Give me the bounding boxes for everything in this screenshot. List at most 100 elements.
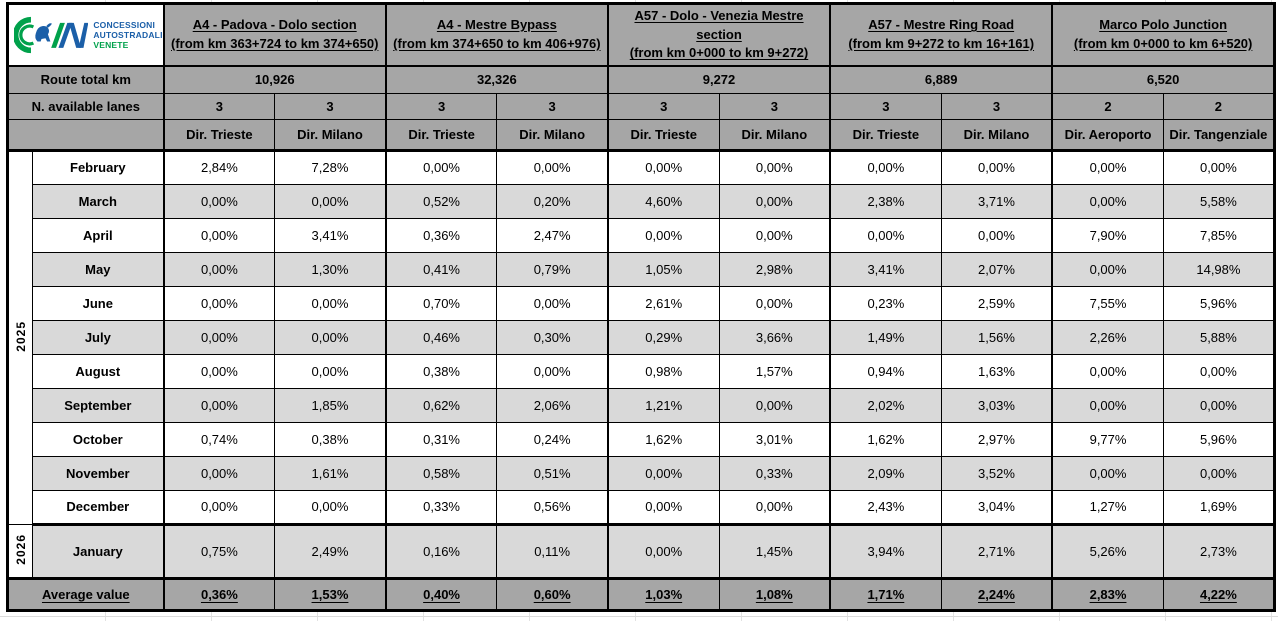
value-cell: 0,00%	[718, 183, 831, 219]
value-cell: 5,58%	[1162, 183, 1276, 219]
value-cell: 0,38%	[384, 353, 498, 389]
value-cell: 0,33%	[384, 489, 498, 526]
value-cell: 0,24%	[496, 421, 609, 457]
month-row: September 0,00% 1,85% 0,62% 2,06% 1,21% …	[8, 387, 1276, 423]
value-cell: 0,51%	[496, 455, 609, 491]
value-cell: 3,71%	[940, 183, 1053, 219]
value-cell: 0,00%	[496, 285, 609, 321]
logo-cell: CONCESSIONI AUTOSTRADALI VENETE	[6, 3, 165, 67]
value-cell: 1,57%	[718, 353, 831, 389]
value-cell: 0,98%	[606, 353, 720, 389]
value-cell: 0,00%	[718, 285, 831, 321]
value-cell: 2,49%	[274, 523, 387, 580]
directions-row: Dir. Trieste Dir. Milano Dir. Trieste Di…	[6, 118, 1276, 152]
average-value: 1,08%	[718, 577, 831, 611]
lanes-value: 2	[1162, 92, 1276, 120]
value-cell: 3,41%	[829, 251, 942, 287]
value-cell: 0,00%	[162, 387, 276, 423]
value-cell: 0,00%	[162, 183, 276, 219]
value-cell: 0,00%	[274, 183, 387, 219]
value-cell: 0,00%	[940, 149, 1053, 185]
month-label: February	[32, 149, 165, 185]
direction-header: Dir. Aeroporto	[1051, 118, 1164, 152]
month-row: June 0,00% 0,00% 0,70% 0,00% 2,61% 0,00%…	[8, 285, 1276, 321]
value-cell: 3,52%	[940, 455, 1053, 491]
value-cell: 1,85%	[274, 387, 387, 423]
value-cell: 0,00%	[496, 353, 609, 389]
route-total-value: 10,926	[162, 65, 387, 94]
value-cell: 0,00%	[718, 217, 831, 253]
value-cell: 5,96%	[1162, 421, 1276, 457]
value-cell: 0,20%	[496, 183, 609, 219]
value-cell: 0,52%	[384, 183, 498, 219]
value-cell: 4,60%	[606, 183, 720, 219]
average-value: 0,36%	[162, 577, 276, 611]
average-value: 0,60%	[496, 577, 609, 611]
value-cell: 5,96%	[1162, 285, 1276, 321]
direction-header: Dir. Milano	[940, 118, 1053, 152]
month-row: April 0,00% 3,41% 0,36% 2,47% 0,00% 0,00…	[8, 217, 1276, 253]
value-cell: 2,09%	[829, 455, 942, 491]
section-title: Marco Polo Junction	[1099, 17, 1228, 33]
value-cell: 0,62%	[384, 387, 498, 423]
section-title: A57 - Mestre Ring Road	[868, 17, 1015, 33]
month-row: December 0,00% 0,00% 0,33% 0,56% 0,00% 0…	[8, 489, 1276, 526]
average-value: 1,53%	[274, 577, 387, 611]
value-cell: 0,00%	[162, 353, 276, 389]
value-cell: 0,00%	[1051, 251, 1164, 287]
value-cell: 0,11%	[496, 523, 609, 580]
logo-line-2: AUTOSTRADALI	[93, 29, 163, 40]
value-cell: 7,90%	[1051, 217, 1164, 253]
average-value: 2,24%	[940, 577, 1053, 611]
month-label: May	[32, 251, 165, 287]
route-total-value: 32,326	[384, 65, 609, 94]
logo-stripe-blue	[58, 22, 73, 48]
value-cell: 1,62%	[829, 421, 942, 457]
logo-stripe-green	[51, 22, 65, 48]
value-cell: 2,71%	[940, 523, 1053, 580]
value-cell: 2,02%	[829, 387, 942, 423]
value-cell: 2,07%	[940, 251, 1053, 287]
value-cell: 3,41%	[274, 217, 387, 253]
value-cell: 1,56%	[940, 319, 1053, 355]
value-cell: 2,84%	[162, 149, 276, 185]
section-range: (from km 0+000 to km 9+272)	[629, 45, 809, 61]
direction-header: Dir. Milano	[496, 118, 609, 152]
value-cell: 9,77%	[1051, 421, 1164, 457]
value-cell: 0,00%	[1051, 353, 1164, 389]
average-value: 2,83%	[1051, 577, 1164, 611]
section-header-a57-dolo-venezia: A57 - Dolo - Venezia Mestre section (fro…	[606, 3, 831, 67]
value-cell: 0,75%	[162, 523, 276, 580]
value-cell: 0,00%	[829, 149, 942, 185]
value-cell: 0,00%	[718, 387, 831, 423]
value-cell: 0,16%	[384, 523, 498, 580]
value-cell: 0,00%	[606, 149, 720, 185]
section-range: (from km 0+000 to km 6+520)	[1073, 36, 1253, 51]
value-cell: 0,00%	[1051, 455, 1164, 491]
month-row: November 0,00% 1,61% 0,58% 0,51% 0,00% 0…	[8, 455, 1276, 491]
value-cell: 1,63%	[940, 353, 1053, 389]
direction-header: Dir. Trieste	[162, 118, 276, 152]
value-cell: 0,00%	[1162, 353, 1276, 389]
direction-header: Dir. Trieste	[829, 118, 942, 152]
year-cell-2026: 2026	[6, 523, 34, 580]
value-cell: 0,31%	[384, 421, 498, 457]
value-cell: 1,45%	[718, 523, 831, 580]
lion-icon	[35, 23, 52, 42]
value-cell: 0,00%	[162, 251, 276, 287]
value-cell: 0,00%	[606, 455, 720, 491]
section-title: A57 - Dolo - Venezia Mestre section	[634, 7, 804, 42]
value-cell: 2,38%	[829, 183, 942, 219]
value-cell: 0,58%	[384, 455, 498, 491]
value-cell: 5,88%	[1162, 319, 1276, 355]
year-label: 2025	[13, 320, 28, 352]
value-cell: 0,00%	[1051, 149, 1164, 185]
value-cell: 0,30%	[496, 319, 609, 355]
route-total-value: 6,889	[829, 65, 1053, 94]
value-cell: 0,00%	[940, 217, 1053, 253]
value-cell: 0,00%	[1162, 387, 1276, 423]
value-cell: 0,00%	[1162, 149, 1276, 185]
average-label: Average value	[6, 577, 165, 611]
year-cell-2025: 2025	[6, 149, 34, 525]
logo-stripe-down	[68, 22, 82, 48]
